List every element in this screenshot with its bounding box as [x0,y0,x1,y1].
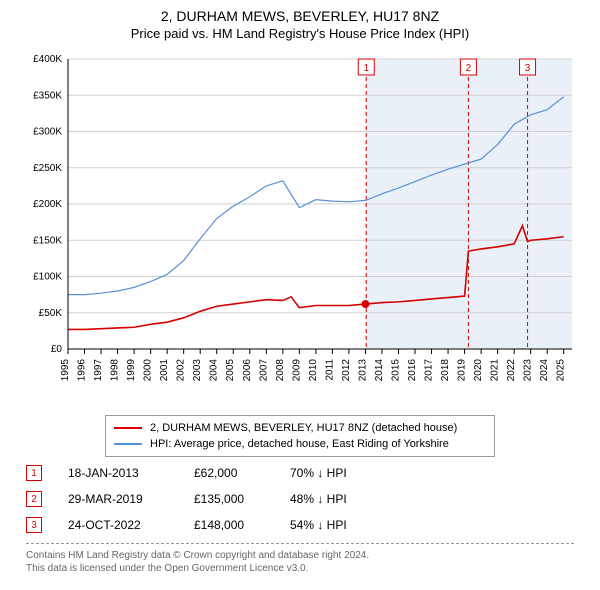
chart-svg: £0 £50K £100K £150K £200K £250K £300K £350K £400… [20,49,580,409]
footer-line1: Contains HM Land Registry data © Crown c… [26,549,574,562]
footer-line2: This data is licensed under the Open Gov… [26,562,574,575]
svg-text:2019: 2019 [457,359,468,382]
svg-text:2015: 2015 [390,359,401,382]
legend-label: 2, DURHAM MEWS, BEVERLEY, HU17 8NZ (deta… [150,422,457,434]
legend-row: 2, DURHAM MEWS, BEVERLEY, HU17 8NZ (deta… [114,420,486,436]
svg-text:2022: 2022 [506,359,517,382]
svg-text:2002: 2002 [176,359,187,382]
svg-text:£250K: £250K [33,163,62,174]
svg-text:2016: 2016 [407,359,418,382]
svg-text:2014: 2014 [374,359,385,382]
svg-text:1995: 1995 [60,359,71,382]
svg-text:£300K: £300K [33,127,62,138]
svg-text:1998: 1998 [110,359,121,382]
svg-text:1999: 1999 [126,359,137,382]
footer-attribution: Contains HM Land Registry data © Crown c… [26,543,574,575]
event-delta: 48% ↓ HPI [290,492,574,506]
svg-text:2017: 2017 [424,359,435,382]
event-row: 1 18-JAN-2013 £62,000 70% ↓ HPI [26,465,574,481]
event-price: £62,000 [194,466,264,480]
svg-text:2024: 2024 [539,359,550,382]
legend-label: HPI: Average price, detached house, East… [150,438,449,450]
svg-text:1: 1 [363,63,369,74]
event-marker: 3 [26,517,42,533]
svg-text:£200K: £200K [33,199,62,210]
svg-text:£100K: £100K [33,272,62,283]
page-container: 2, DURHAM MEWS, BEVERLEY, HU17 8NZ Price… [0,0,600,590]
svg-text:1996: 1996 [77,359,88,382]
svg-text:2000: 2000 [143,359,154,382]
event-price: £148,000 [194,518,264,532]
legend-line-swatch [114,427,142,429]
svg-text:2020: 2020 [473,359,484,382]
legend-row: HPI: Average price, detached house, East… [114,436,486,452]
svg-text:2001: 2001 [159,359,170,382]
svg-text:2005: 2005 [225,359,236,382]
svg-text:£400K: £400K [33,54,62,65]
event-marker: 1 [26,465,42,481]
svg-text:2012: 2012 [341,359,352,382]
svg-text:2021: 2021 [490,359,501,382]
title-subtitle: Price paid vs. HM Land Registry's House … [10,26,590,41]
svg-text:2: 2 [466,63,472,74]
event-marker: 2 [26,491,42,507]
event-price: £135,000 [194,492,264,506]
svg-text:2003: 2003 [192,359,203,382]
svg-text:2006: 2006 [242,359,253,382]
svg-text:1997: 1997 [93,359,104,382]
svg-text:£350K: £350K [33,90,62,101]
event-date: 29-MAR-2019 [68,492,168,506]
chart: £0 £50K £100K £150K £200K £250K £300K £350K £400… [20,49,580,409]
event-row: 2 29-MAR-2019 £135,000 48% ↓ HPI [26,491,574,507]
svg-text:£150K: £150K [33,235,62,246]
svg-text:2011: 2011 [324,359,335,381]
svg-text:£0: £0 [51,344,63,355]
svg-text:2009: 2009 [291,359,302,382]
event-row: 3 24-OCT-2022 £148,000 54% ↓ HPI [26,517,574,533]
svg-text:£50K: £50K [39,308,63,319]
svg-text:2008: 2008 [275,359,286,382]
svg-text:2004: 2004 [209,359,220,382]
event-delta: 70% ↓ HPI [290,466,574,480]
event-date: 18-JAN-2013 [68,466,168,480]
event-date: 24-OCT-2022 [68,518,168,532]
legend-line-swatch [114,443,142,445]
svg-text:3: 3 [525,63,531,74]
svg-text:2018: 2018 [440,359,451,382]
svg-text:2007: 2007 [258,359,269,382]
events-table: 1 18-JAN-2013 £62,000 70% ↓ HPI 2 29-MAR-2019… [26,465,574,533]
svg-text:2013: 2013 [357,359,368,382]
event-delta: 54% ↓ HPI [290,518,574,532]
title-block: 2, DURHAM MEWS, BEVERLEY, HU17 8NZ Price… [10,8,590,41]
legend: 2, DURHAM MEWS, BEVERLEY, HU17 8NZ (deta… [105,415,495,457]
svg-text:2023: 2023 [523,359,534,382]
title-address: 2, DURHAM MEWS, BEVERLEY, HU17 8NZ [10,8,590,24]
svg-text:2010: 2010 [308,359,319,382]
svg-text:2025: 2025 [556,359,567,382]
